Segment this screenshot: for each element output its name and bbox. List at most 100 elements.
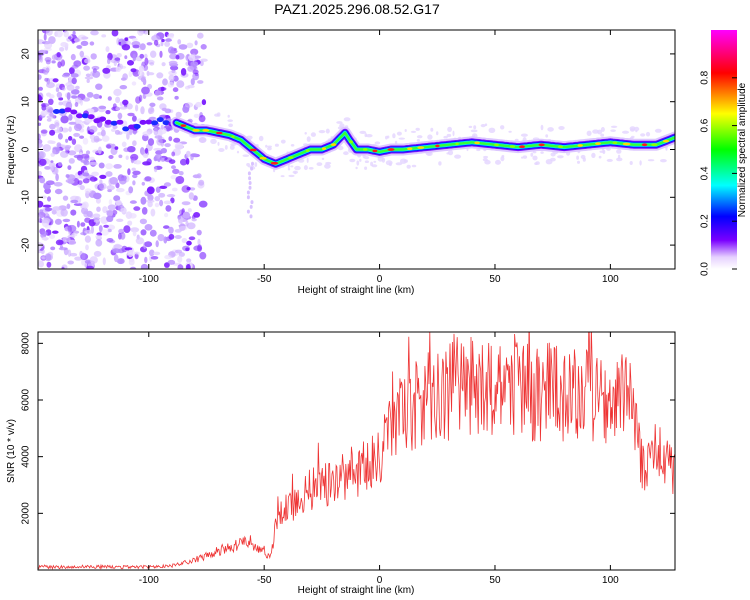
spectrogram-noise-speck <box>132 44 140 49</box>
spectrogram-noise-speck <box>177 255 183 263</box>
spectrogram-ridge-blob <box>116 119 124 125</box>
spectrogram-noise-speck <box>65 174 70 178</box>
spectrogram-ridge-blob <box>151 120 159 126</box>
spectrogram-noise-speck <box>62 218 71 223</box>
spectrogram-noise-speck <box>415 127 420 131</box>
spectrogram-noise-speck <box>61 144 66 149</box>
spectrogram-noise-speck <box>89 176 98 182</box>
spectrogram-noise-speck <box>128 70 133 78</box>
spectrogram-noise-speck <box>51 54 57 61</box>
spectrogram-noise-speck <box>242 154 250 157</box>
spectrogram-noise-speck <box>250 200 254 205</box>
spectrogram-noise-speck <box>123 225 131 234</box>
spectrogram-noise-speck <box>44 253 52 262</box>
spectrogram-noise-speck <box>640 133 646 137</box>
spectrogram-noise-speck <box>201 99 207 106</box>
spectrogram-noise-speck <box>82 97 91 102</box>
spectrogram-noise-speck <box>46 30 53 36</box>
spectrogram-noise-speck <box>44 207 53 212</box>
spectrogram-noise-speck <box>633 126 640 132</box>
spectrogram-noise-speck <box>56 52 61 58</box>
spectrogram-noise-speck <box>100 126 105 131</box>
spectrogram-noise-speck <box>56 91 63 98</box>
spectrogram-noise-speck <box>54 122 60 128</box>
spectrogram-noise-speck <box>318 130 326 134</box>
spectrogram-noise-speck <box>81 252 86 260</box>
spectrogram-noise-speck <box>364 166 368 170</box>
spectrogram-noise-speck <box>106 238 114 243</box>
spectrogram-noise-speck <box>258 135 264 142</box>
spectrogram-noise-speck <box>411 164 417 168</box>
spectrogram-noise-speck <box>446 133 452 138</box>
spectrogram-noise-speck <box>175 54 180 60</box>
spectrogram-noise-speck <box>76 220 80 228</box>
spectrogram-noise-speck <box>109 177 118 185</box>
spectrogram-noise-speck <box>398 137 406 140</box>
spectrogram-noise-speck <box>395 162 403 166</box>
spectrogram-noise-speck <box>176 80 185 88</box>
spectrogram-noise-speck <box>189 187 196 191</box>
spectrogram-noise-speck <box>540 124 544 131</box>
snr-x-tick-label: -50 <box>257 575 272 586</box>
spectrogram-noise-speck <box>113 254 119 263</box>
spectrogram-ridge-blob <box>156 117 164 123</box>
spectrogram-noise-speck <box>336 121 343 124</box>
spectrogram-hotspot <box>662 139 670 143</box>
spectrogram-noise-speck <box>62 236 71 243</box>
spectrogram-noise-speck <box>67 260 74 265</box>
spectrogram-noise-speck <box>610 125 618 128</box>
spectrogram-ridge-blob <box>70 109 78 115</box>
spectrogram-noise-speck <box>192 69 199 75</box>
spectrogram-noise-speck <box>60 115 69 124</box>
spectrogram-noise-speck <box>72 30 76 36</box>
spectrogram-noise-speck <box>153 165 158 173</box>
spectrogram-noise-speck <box>68 136 73 141</box>
snr-series-layer <box>38 332 675 570</box>
spectrogram-noise-speck <box>112 248 121 254</box>
spectrogram-noise-speck <box>89 134 96 140</box>
spectrogram-noise-speck <box>50 246 56 251</box>
spectrogram-noise-speck <box>186 42 194 49</box>
spectrogram-noise-speck <box>82 201 89 209</box>
spectrogram-noise-speck <box>38 142 44 148</box>
spectrogram-noise-speck <box>247 171 251 176</box>
spectrogram-noise-speck <box>106 215 114 222</box>
spectrogram-noise-speck <box>130 158 135 162</box>
spectrogram-noise-speck <box>199 251 207 260</box>
spectrogram-noise-speck <box>436 131 439 136</box>
snr-axes: -100 -50 0 50 100 2000 4000 6000 8000 <box>21 332 675 586</box>
spectrogram-noise-speck <box>163 225 170 229</box>
spectrogram-noise-speck <box>186 186 191 191</box>
spectrogram-noise-speck <box>107 96 112 101</box>
spectrogram-noise-speck <box>165 205 172 212</box>
spectrogram-noise-speck <box>86 79 90 83</box>
spectrogram-hotspot <box>180 124 187 127</box>
spectrogram-hotspot <box>474 141 480 145</box>
spectrogram-noise-speck <box>45 59 51 65</box>
spectrogram-noise-speck <box>86 92 94 98</box>
spectrogram-x-tick-label: 0 <box>377 274 383 285</box>
spectrogram-noise-speck <box>290 144 295 147</box>
spectrogram-noise-speck <box>90 30 99 36</box>
spectrogram-noise-speck <box>51 209 57 215</box>
snr-x-tick-label: 0 <box>377 575 383 586</box>
spectrogram-noise-speck <box>117 112 123 120</box>
spectrogram-x-tick-label: -50 <box>257 274 272 285</box>
spectrogram-noise-speck <box>130 68 137 73</box>
spectrogram-noise-speck <box>127 249 134 258</box>
spectrogram-noise-speck <box>181 201 191 206</box>
spectrogram-noise-speck <box>168 136 173 142</box>
spectrogram-noise-speck <box>59 47 65 52</box>
spectrogram-noise-speck <box>468 125 473 128</box>
spectrogram-noise-speck <box>157 86 167 91</box>
spectrogram-noise-speck <box>67 179 75 184</box>
spectrogram-noise-speck <box>198 115 206 123</box>
spectrogram-noise-speck <box>116 258 125 265</box>
spectrogram-noise-speck <box>172 168 180 175</box>
spectrogram-noise-speck <box>639 160 642 166</box>
spectrogram-noise-speck <box>647 159 655 162</box>
spectrogram-noise-speck <box>156 96 164 101</box>
spectrogram-noise-speck <box>93 217 101 221</box>
spectrogram-noise-speck <box>197 238 201 246</box>
spectrogram-noise-speck <box>41 217 51 224</box>
